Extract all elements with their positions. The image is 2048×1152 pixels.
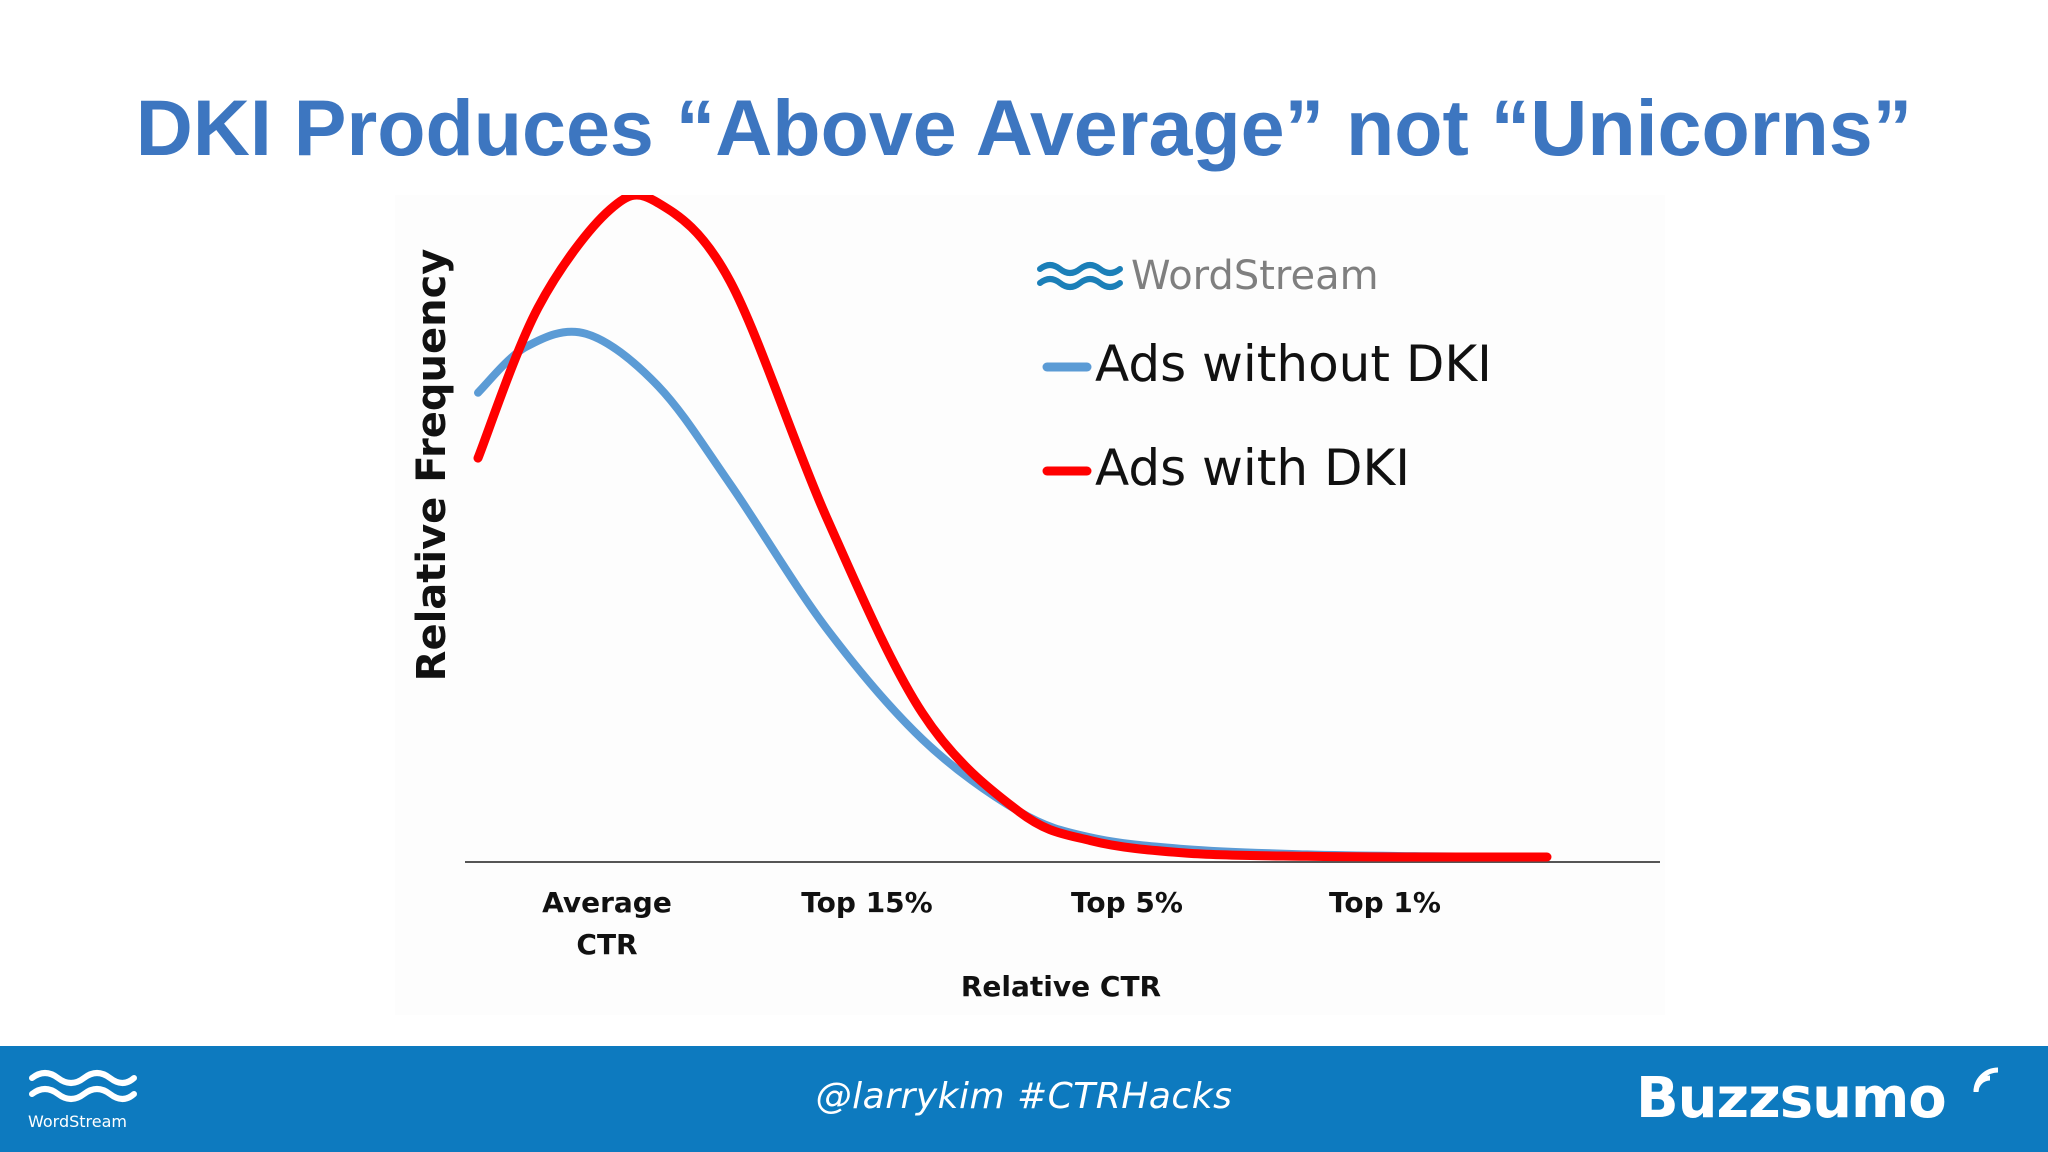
- wordstream-logo: WordStream: [28, 1068, 138, 1140]
- legend: WordStream Ads without DKI Ads with DKI: [1037, 253, 1492, 497]
- wordstream-waves-icon: [29, 1070, 137, 1102]
- legend-brand: WordStream: [1131, 253, 1379, 299]
- x-axis-label: Relative CTR: [961, 970, 1161, 1003]
- x-tick-label: Average CTR: [542, 886, 672, 961]
- footer: WordStream @larrykim #CTRHacks Buzzsumo: [0, 1046, 2048, 1152]
- x-tick-label: Top 1%: [1329, 886, 1441, 919]
- legend-label-ads-with-dki: Ads with DKI: [1095, 439, 1410, 497]
- x-tick-label: Top 15%: [801, 886, 932, 919]
- footer-handle: @larrykim #CTRHacks: [815, 1076, 1233, 1117]
- chart-panel: Relative Frequency Relative CTR Average C…: [395, 195, 1665, 1015]
- series-layer: [473, 195, 1552, 862]
- x-tick-label: Top 5%: [1071, 886, 1183, 919]
- wordstream-waves-icon: [1037, 262, 1123, 290]
- legend-label-ads-without-dki: Ads without DKI: [1095, 335, 1492, 393]
- wordstream-logo-text: WordStream: [28, 1112, 128, 1131]
- series-line-ads-with-dki: [473, 195, 1552, 862]
- signal-icon: [1973, 1067, 1999, 1093]
- slide-title: DKI Produces “Above Average” not “Unicor…: [135, 83, 1913, 172]
- tick-labels: Average CTR Top 15% Top 5% Top 1%: [542, 886, 1441, 961]
- buzzsumo-logo: Buzzsumo: [1636, 1066, 1947, 1131]
- y-axis-label: Relative Frequency: [409, 249, 455, 682]
- series-line-ads-without-dki: [474, 327, 1551, 861]
- chart: Relative Frequency Relative CTR Average C…: [409, 195, 1660, 1003]
